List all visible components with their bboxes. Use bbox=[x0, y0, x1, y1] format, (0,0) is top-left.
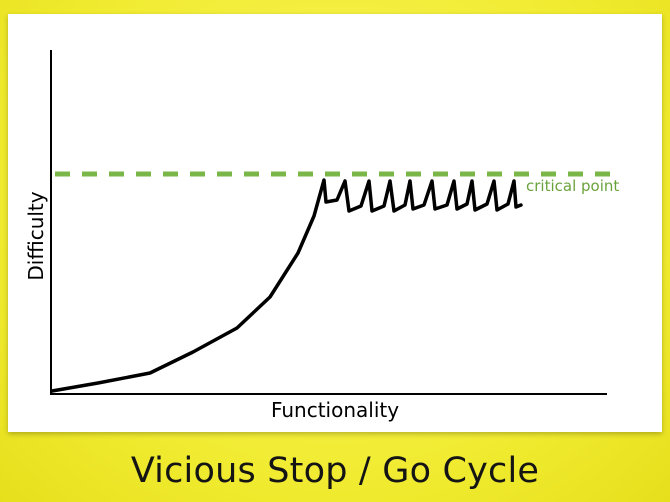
difficulty-curve bbox=[50, 178, 523, 393]
critical-point-label: critical point bbox=[526, 177, 619, 195]
x-axis-label: Functionality bbox=[271, 398, 399, 422]
slide-title: Vicious Stop / Go Cycle bbox=[130, 451, 540, 491]
slide-card bbox=[8, 14, 662, 432]
y-axis-label: Difficulty bbox=[24, 191, 48, 280]
